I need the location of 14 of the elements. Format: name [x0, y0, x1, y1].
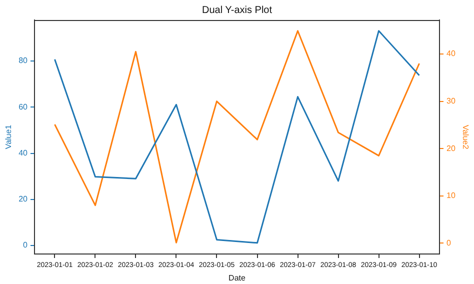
y-tick-label: 60 [18, 102, 28, 112]
y2-tick-label: 0 [446, 238, 452, 248]
x-axis-title: Date [228, 273, 246, 282]
y-axis-title: Value1 [4, 124, 14, 150]
y2-tick-label: 30 [446, 96, 456, 106]
chart-title: Dual Y-axis Plot [202, 4, 272, 16]
y-tick-label: 20 [18, 194, 28, 204]
y-tick-label: 80 [18, 56, 28, 66]
y2-tick-label: 20 [446, 144, 456, 153]
y-tick-label: 40 [18, 148, 28, 158]
y2-tick-label: 40 [446, 49, 456, 58]
y2-tick-label: 10 [446, 191, 456, 200]
y-tick-label: 0 [23, 240, 28, 250]
y2-axis-title: Value2 [460, 124, 470, 150]
